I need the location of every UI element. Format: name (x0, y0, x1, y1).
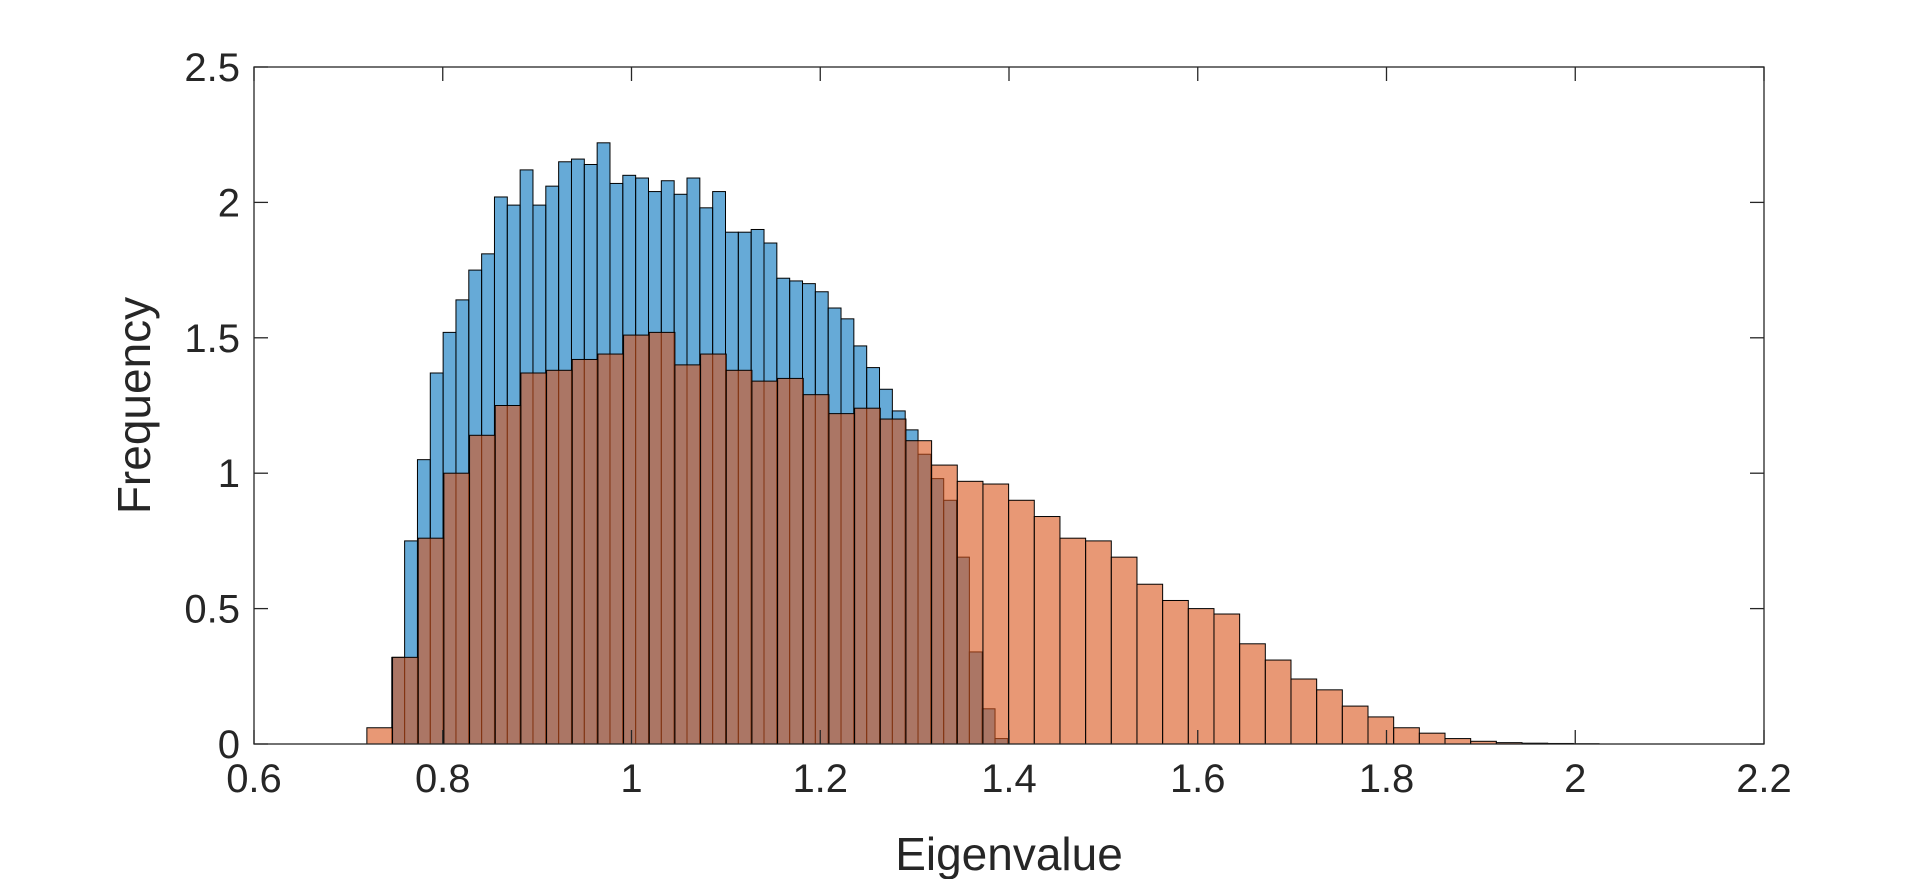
x-tick-label: 0.8 (415, 757, 471, 801)
histogram-bar-series-2 (752, 381, 778, 744)
histogram-bar-series-2 (444, 473, 470, 744)
histogram-bar-series-2 (1188, 609, 1214, 744)
x-tick-label: 1.4 (981, 757, 1037, 801)
histogram-bar-series-2 (675, 365, 701, 744)
y-tick-label: 1.5 (184, 317, 240, 361)
histogram-bar-series-2 (932, 465, 958, 744)
x-axis-label: Eigenvalue (895, 828, 1123, 879)
histogram-bar-series-2 (726, 370, 752, 744)
histogram-bar-series-2 (418, 538, 444, 744)
x-tick-label: 1.2 (792, 757, 848, 801)
histogram-bar-series-2 (1317, 690, 1343, 744)
histogram-bar-series-2 (547, 370, 573, 744)
histogram-bar-series-2 (1214, 614, 1240, 744)
histogram-bar-series-2 (521, 373, 547, 744)
histogram-bar-series-2 (1265, 660, 1291, 744)
y-tick-label: 2.5 (184, 46, 240, 90)
histogram-bar-series-2 (1009, 500, 1035, 744)
histogram-bar-series-2 (701, 354, 727, 744)
histogram-bar-series-2 (1060, 538, 1086, 744)
histogram-bar-series-2 (855, 408, 881, 744)
histogram-bar-series-2 (1368, 717, 1394, 744)
histogram-bar-series-2 (829, 414, 855, 744)
histogram-bar-series-2 (1111, 557, 1137, 744)
histogram-bar-series-2 (1394, 728, 1420, 744)
histogram-bar-series-2 (572, 359, 598, 744)
histogram-bar-series-2 (1240, 644, 1266, 744)
histogram-bar-series-2 (1163, 600, 1189, 744)
histogram-bar-series-2 (906, 441, 932, 744)
histogram-bar-series-2 (649, 332, 675, 744)
histogram-bar-series-2 (983, 484, 1009, 744)
y-tick-label: 2 (218, 181, 240, 225)
histogram-bar-series-2 (1137, 584, 1163, 744)
histogram-bar-series-2 (1342, 706, 1368, 744)
histogram-bar-series-2 (1291, 679, 1317, 744)
histogram-bar-series-2 (495, 406, 521, 745)
y-tick-label: 0.5 (184, 588, 240, 632)
histogram-bar-series-2 (1086, 541, 1112, 744)
x-tick-label: 1.6 (1170, 757, 1226, 801)
histogram-bar-series-2 (393, 657, 419, 744)
histogram-bar-series-2 (1445, 739, 1471, 744)
x-tick-label: 2.2 (1736, 757, 1792, 801)
bars-layer (367, 143, 1599, 744)
y-tick-label: 0 (218, 723, 240, 767)
x-tick-label: 1.8 (1359, 757, 1415, 801)
histogram-bar-series-2 (624, 335, 650, 744)
histogram-bar-series-2 (367, 728, 393, 744)
x-tick-label: 2 (1564, 757, 1586, 801)
y-axis-label: Frequency (108, 297, 160, 514)
histogram-bar-series-2 (803, 395, 829, 744)
histogram-bar-series-2 (1034, 517, 1060, 744)
histogram-bar-series-2 (880, 419, 906, 744)
histogram-bar-series-2 (1419, 733, 1445, 744)
y-tick-label: 1 (218, 452, 240, 496)
x-tick-label: 1 (620, 757, 642, 801)
histogram-bar-series-2 (957, 481, 983, 744)
histogram-bar-series-2 (778, 378, 804, 744)
histogram-bar-series-2 (470, 435, 496, 744)
histogram-bar-series-2 (598, 354, 624, 744)
